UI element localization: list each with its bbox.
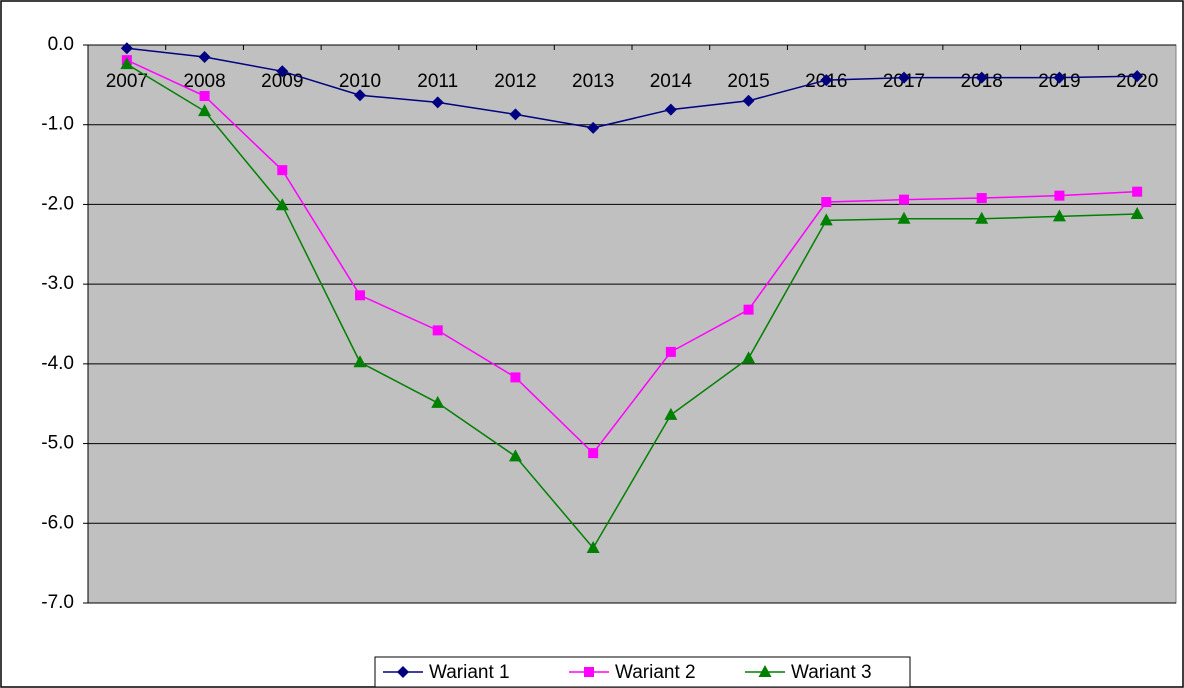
series-line [126,59,1138,455]
marker [758,665,772,677]
y-tick-label: -6.0 [41,512,74,533]
marker [1130,206,1144,219]
x-tick-label: 2007 [106,71,148,92]
marker [976,193,987,204]
y-tick-label: -1.0 [41,114,74,135]
x-tick-label: 2010 [339,71,381,92]
marker [897,211,911,224]
marker [509,108,522,121]
marker [665,346,676,357]
x-tick-label: 2015 [727,71,769,92]
marker [820,74,833,87]
marker [431,96,444,109]
x-tick-label: 2011 [417,71,458,92]
series-line [126,47,1138,129]
marker [899,194,909,205]
marker [1052,209,1066,222]
marker [432,325,443,336]
marker [199,91,210,102]
y-tick-label: -3.0 [41,273,74,294]
y-tick-label: -7.0 [41,592,74,613]
x-tick-label: 2012 [494,71,536,92]
marker [1131,70,1144,83]
y-tick-label: 0.0 [48,34,74,55]
marker [198,104,212,117]
marker [120,42,133,55]
marker [819,213,833,226]
x-tick-label: 2009 [261,71,303,92]
marker [975,71,988,84]
marker [120,57,134,70]
legend-label: Wariant 3 [791,662,872,683]
marker [898,71,910,84]
x-tick-label: 2013 [572,71,614,92]
marker [742,94,755,107]
series-line [126,63,1138,550]
marker [276,65,289,78]
legend-label: Wariant 1 [429,662,510,683]
marker [664,407,678,420]
marker [431,395,445,408]
y-tick-label: -5.0 [41,433,74,454]
legend-box [374,656,911,688]
marker [275,198,289,211]
marker [587,121,600,134]
legend-label: Wariant 2 [615,662,696,683]
marker [584,667,594,677]
marker [354,89,366,102]
marker [743,304,754,315]
x-tick-label: 2014 [650,71,693,92]
marker [1053,71,1066,84]
marker [355,290,365,301]
marker [1054,190,1065,201]
marker [586,540,600,553]
marker [397,666,409,678]
marker [353,355,367,368]
y-tick-label: -4.0 [41,353,74,374]
legend: Wariant 1 Wariant 2 Wariant 3 [374,656,911,688]
x-tick-label: 2008 [183,71,225,92]
y-tick-label: -2.0 [41,193,74,214]
marker [742,351,756,364]
plot-area [87,44,1177,604]
marker [975,211,989,224]
marker [1132,186,1143,197]
marker [821,197,832,208]
marker [198,50,211,63]
marker [277,165,288,176]
marker [664,103,677,116]
marker [588,448,599,459]
marker [510,372,521,383]
marker [508,449,522,462]
